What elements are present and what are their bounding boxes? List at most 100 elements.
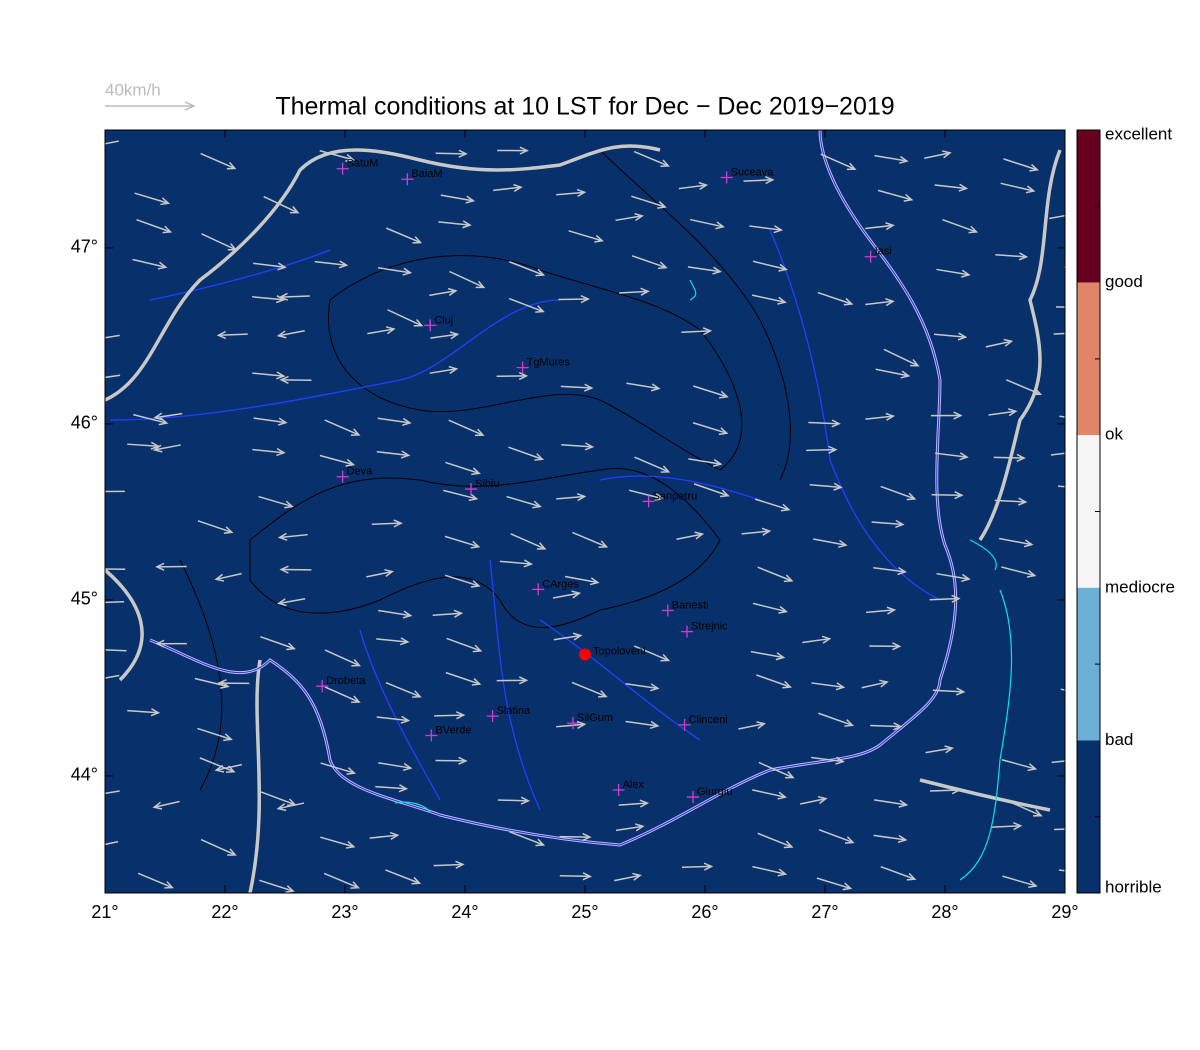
wind-arrow xyxy=(751,294,787,305)
wind-arrow-head xyxy=(584,442,595,451)
wind-arrow-shaft xyxy=(438,221,471,226)
wind-arrow-head xyxy=(520,796,531,805)
wind-arrow-shaft xyxy=(320,762,355,774)
wind-arrow-shaft xyxy=(633,645,669,662)
wind-arrow-shaft xyxy=(377,417,411,424)
station: SatuM xyxy=(336,158,378,175)
wind-arrow xyxy=(253,262,287,271)
wind-arrow-head xyxy=(959,452,969,461)
wind-arrow xyxy=(758,761,795,779)
wind-arrow-shaft xyxy=(619,290,649,294)
station-marker xyxy=(424,319,437,332)
wind-arrow xyxy=(445,461,481,476)
wind-arrow xyxy=(633,150,670,168)
wind-arrow-head xyxy=(1029,163,1039,172)
wind-arrow xyxy=(820,153,857,171)
wind-arrow-shaft xyxy=(681,330,711,334)
station-label: Sanpetru xyxy=(653,490,698,502)
wind-arrow-shaft xyxy=(556,495,585,500)
wind-arrow-head xyxy=(906,492,917,501)
wind-arrow xyxy=(276,598,306,607)
wind-arrow-head xyxy=(954,490,964,500)
wind-arrow xyxy=(865,222,895,231)
wind-arrow-head xyxy=(535,838,546,847)
wind-arrow xyxy=(873,799,909,808)
station: Strejnic xyxy=(681,621,728,638)
wind-arrow xyxy=(377,417,412,426)
wind-arrow-head xyxy=(584,383,594,392)
wind-arrow-shaft xyxy=(809,484,842,489)
wind-arrow-head xyxy=(399,637,410,646)
station: Deva xyxy=(336,466,373,483)
wind-arrow-shaft xyxy=(556,191,585,196)
wind-arrow xyxy=(875,368,911,379)
wind-arrow-head xyxy=(345,458,356,467)
wind-arrow xyxy=(988,408,1018,417)
station-label: BaiaM xyxy=(411,168,442,180)
wind-arrow xyxy=(552,590,582,599)
wind-arrow xyxy=(508,446,545,461)
wind-arrow-head xyxy=(95,566,102,573)
wind-arrow-head xyxy=(958,183,969,192)
wind-arrow-shaft xyxy=(127,443,159,447)
wind-arrow-head xyxy=(703,862,714,871)
wind-arrow-head xyxy=(777,791,788,800)
wind-arrow-head xyxy=(93,375,101,382)
colorbar-segment xyxy=(1077,130,1100,283)
wind-arrow xyxy=(1057,485,1065,488)
wind-arrow-shaft xyxy=(314,260,347,266)
wind-arrow-shaft xyxy=(693,385,728,398)
wind-arrow-shaft xyxy=(626,382,659,390)
wind-arrow-shaft xyxy=(499,560,532,565)
wind-arrow xyxy=(634,456,671,473)
wind-arrow xyxy=(132,258,168,270)
wind-arrow-shaft xyxy=(873,834,906,841)
wind-arrow-shaft xyxy=(127,709,159,714)
station-marker xyxy=(336,470,349,483)
wind-arrow-shaft xyxy=(278,330,305,337)
wind-arrow xyxy=(320,836,356,849)
wind-arrow-head xyxy=(572,632,583,641)
station-label: Sibiu xyxy=(475,478,499,490)
wind-arrow-head xyxy=(458,756,468,765)
wind-arrow-shaft xyxy=(693,483,729,497)
wind-arrow-shaft xyxy=(614,874,641,882)
wind-arrow xyxy=(387,309,424,327)
wind-arrow xyxy=(633,645,671,662)
wind-arrow-head xyxy=(412,236,423,244)
wind-arrow-head xyxy=(1003,338,1014,347)
wind-arrow-head xyxy=(1028,880,1038,888)
wind-arrow xyxy=(438,220,472,229)
wind-arrow-head xyxy=(470,540,481,549)
wind-arrow-head xyxy=(649,720,660,730)
station-marker xyxy=(642,495,655,508)
wind-arrow xyxy=(320,762,357,776)
wind-arrow xyxy=(496,676,529,685)
wind-arrow-head xyxy=(944,745,955,754)
wind-arrow-head xyxy=(715,221,725,230)
wind-arrow-shaft xyxy=(132,258,166,268)
wind-arrow-shaft xyxy=(280,295,310,298)
wind-arrow-shaft xyxy=(681,865,712,869)
wind-arrow xyxy=(924,150,952,159)
wind-arrow-shaft xyxy=(942,218,977,233)
station: Sanpetru xyxy=(642,490,698,508)
wind-arrow xyxy=(376,637,410,646)
wind-arrow xyxy=(444,535,481,549)
wind-arrow-head xyxy=(833,482,843,491)
wind-arrow-head xyxy=(571,590,582,599)
wind-arrow-head xyxy=(594,234,604,243)
wind-arrow xyxy=(934,183,969,192)
wind-arrow-shaft xyxy=(429,290,456,297)
x-tick-label: 25° xyxy=(571,902,598,922)
wind-arrow-head xyxy=(895,519,905,529)
wind-arrow-shaft xyxy=(929,597,959,601)
wind-arrow-shaft xyxy=(444,574,480,587)
wind-arrow-head xyxy=(773,225,784,234)
wind-arrow xyxy=(935,452,969,461)
wind-arrow-head xyxy=(456,711,466,720)
wind-arrow xyxy=(556,188,587,198)
wind-arrow xyxy=(152,444,181,453)
wind-arrow-head xyxy=(398,784,409,793)
